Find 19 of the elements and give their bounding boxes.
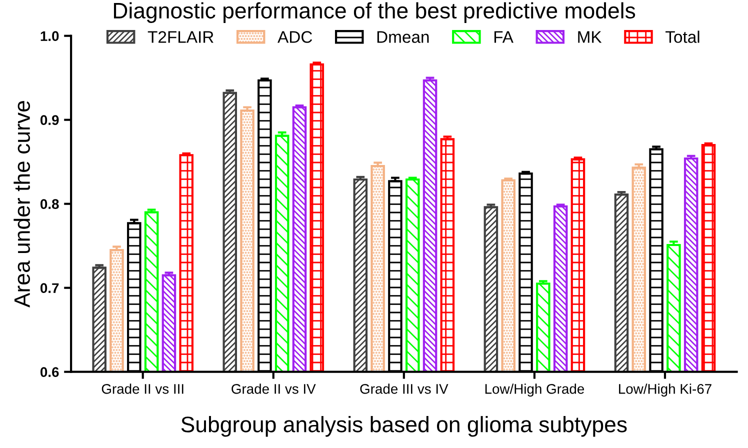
y-tick-label: 0.9 [40,115,59,126]
y-tick-label: 0.7 [40,283,59,294]
x-tick-label: Grade III vs IV [360,384,448,394]
legend-label: Total [666,30,700,43]
y-tick-label: 0.6 [40,367,59,378]
y-tick-label: 0.8 [40,199,59,210]
legend-label: FA [494,31,514,43]
x-tick-label: Low/High Grade [485,384,584,397]
legend-label: Dmean [377,31,429,43]
x-tick-label: Low/High Ki-67 [619,384,712,397]
x-tick-label: Grade II vs III [102,384,184,394]
y-axis-title: Area under the curve [14,101,30,308]
y-tick-label: 1.0 [40,31,59,42]
x-tick-label: Grade II vs IV [232,384,316,394]
legend-label: MK [578,31,602,43]
legend-label: T2FLAIR [148,31,214,43]
legend-label: ADC [278,31,312,43]
x-axis-title: Subgroup analysis based on glioma subtypes [181,416,627,437]
chart-title: Diagnostic performance of the best predictive models [114,2,636,23]
